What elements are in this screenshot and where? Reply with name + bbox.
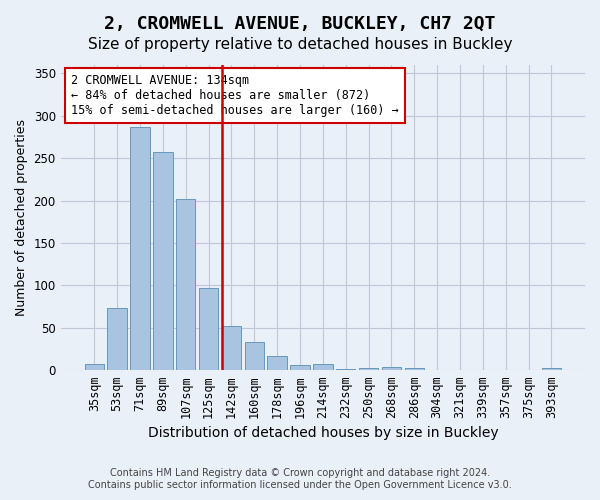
Bar: [107, 308, 127, 370]
Bar: [176, 199, 196, 370]
X-axis label: Distribution of detached houses by size in Buckley: Distribution of detached houses by size …: [148, 426, 498, 440]
Bar: [153, 152, 173, 370]
Bar: [336, 369, 355, 370]
Bar: [85, 364, 104, 370]
Bar: [221, 326, 241, 370]
Bar: [245, 342, 264, 370]
Bar: [313, 364, 332, 370]
Bar: [290, 365, 310, 370]
Text: Contains HM Land Registry data © Crown copyright and database right 2024.
Contai: Contains HM Land Registry data © Crown c…: [88, 468, 512, 490]
Bar: [382, 366, 401, 370]
Text: 2, CROMWELL AVENUE, BUCKLEY, CH7 2QT: 2, CROMWELL AVENUE, BUCKLEY, CH7 2QT: [104, 15, 496, 33]
Bar: [199, 288, 218, 370]
Bar: [268, 356, 287, 370]
Text: 2 CROMWELL AVENUE: 134sqm
← 84% of detached houses are smaller (872)
15% of semi: 2 CROMWELL AVENUE: 134sqm ← 84% of detac…: [71, 74, 399, 117]
Bar: [542, 368, 561, 370]
Bar: [404, 368, 424, 370]
Y-axis label: Number of detached properties: Number of detached properties: [15, 119, 28, 316]
Bar: [359, 368, 378, 370]
Text: Size of property relative to detached houses in Buckley: Size of property relative to detached ho…: [88, 38, 512, 52]
Bar: [130, 127, 149, 370]
